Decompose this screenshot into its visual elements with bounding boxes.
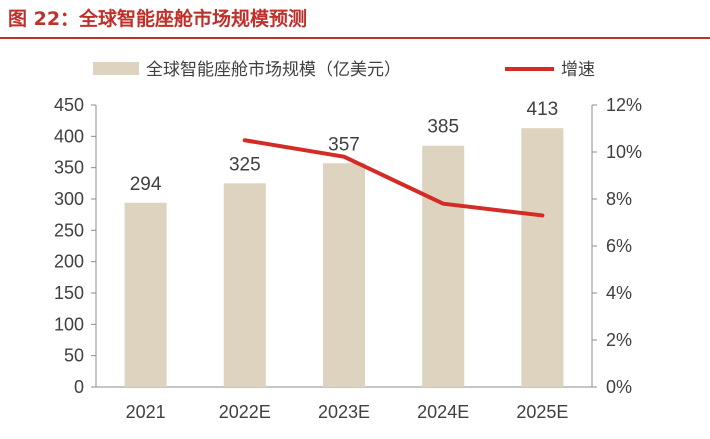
y-left-tick-label: 100 (54, 314, 84, 334)
y-left-tick-label: 350 (54, 158, 84, 178)
y-right-tick-label: 6% (606, 236, 632, 256)
bar-value-label: 294 (130, 174, 162, 195)
figure-title: 图 22：全球智能座舱市场规模预测 (8, 8, 308, 30)
axes: 0 50 100 150 200 250 300 350 400 450 0% 2% 4% 6% 8% 10%… (54, 95, 642, 422)
y-left-tick-label: 300 (54, 189, 84, 209)
y-left-tick-label: 0 (74, 377, 84, 397)
y-left-tick-label: 200 (54, 252, 84, 272)
line-series (242, 138, 545, 218)
legend: 全球智能座舱市场规模（亿美元） 增速 (93, 60, 595, 80)
growth-line (242, 138, 545, 218)
bar-value-label: 325 (229, 154, 261, 175)
y-right-tick-label: 0% (606, 377, 632, 397)
x-tick-label: 2024E (417, 402, 469, 422)
x-tick-label: 2022E (219, 402, 271, 422)
legend-line-label: 增速 (561, 60, 595, 80)
y-left-tick-label: 50 (64, 346, 84, 366)
data-labels: 294 325 357 385 413 (130, 99, 559, 195)
y-left-tick-label: 250 (54, 220, 84, 240)
bar-value-label: 413 (527, 99, 559, 120)
x-tick-label: 2023E (318, 402, 370, 422)
title-divider (0, 37, 710, 39)
y-right-tick-label: 10% (606, 142, 642, 162)
y-right-tick-label: 8% (606, 189, 632, 209)
bar-value-label: 385 (427, 117, 459, 138)
x-tick-label: 2021 (126, 402, 166, 422)
bar (422, 145, 465, 387)
bar-series (124, 128, 564, 388)
bar (521, 128, 564, 388)
legend-bar-label: 全球智能座舱市场规模（亿美元） (146, 60, 401, 80)
bar (223, 183, 266, 387)
y-right-tick-label: 4% (606, 283, 632, 303)
legend-bar-swatch (93, 62, 139, 75)
y-right-tick-label: 2% (606, 330, 632, 350)
y-left-tick-label: 150 (54, 283, 84, 303)
bar (124, 202, 167, 387)
bar-value-label: 357 (328, 134, 360, 155)
y-left-tick-label: 400 (54, 126, 84, 146)
y-right-tick-label: 12% (606, 95, 642, 115)
y-left-tick-label: 450 (54, 95, 84, 115)
bar (323, 163, 365, 387)
x-tick-label: 2025E (516, 402, 568, 422)
